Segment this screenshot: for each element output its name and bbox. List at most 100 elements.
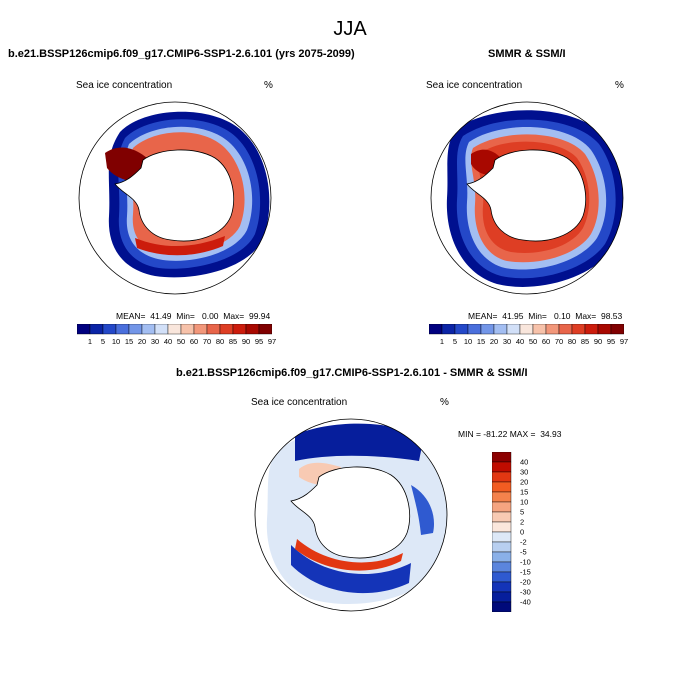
colorbar-tick-label: -10 (520, 557, 531, 567)
colorbar-tick-label: 97 (267, 337, 277, 346)
colorbar-tick-label: 80 (567, 337, 577, 346)
colorbar-tick-label: 50 (528, 337, 538, 346)
colorbar-swatch (545, 324, 560, 335)
season-title: JJA (333, 18, 367, 40)
colorbar-swatch (193, 324, 208, 335)
colorbar-tick-label: -20 (520, 577, 531, 587)
colorbar-tick-label: 40 (163, 337, 173, 346)
colorbar-tick-label: -5 (520, 547, 527, 557)
colorbar-tick-label: 30 (150, 337, 160, 346)
colorbar-tick-label: 20 (137, 337, 147, 346)
colorbar-tick-label: 30 (520, 467, 529, 477)
colorbar-swatch (492, 591, 512, 603)
colorbar-swatch (571, 324, 586, 335)
colorbar-swatch (519, 324, 534, 335)
colorbar-swatch (232, 324, 247, 335)
panel-2-units: % (615, 80, 624, 91)
panel-3-units: % (440, 397, 449, 408)
colorbar-tick-label: 85 (580, 337, 590, 346)
colorbar-tick-label: 5 (520, 507, 525, 517)
panel-1-map (78, 101, 272, 295)
colorbar-tick-label: 20 (489, 337, 499, 346)
colorbar-swatch (128, 324, 143, 335)
colorbar-tick-label: 15 (520, 487, 529, 497)
colorbar-tick-label: 50 (176, 337, 186, 346)
colorbar-tick-label: 5 (100, 337, 106, 346)
colorbar-swatch (258, 324, 272, 335)
colorbar-swatch (115, 324, 130, 335)
colorbar-swatch (492, 481, 512, 493)
colorbar-swatch (467, 324, 482, 335)
colorbar-swatch (492, 571, 512, 583)
colorbar-2-ticks: 1 5 10 15 20 30 40 50 60 70 80 85 90 95 97 (0, 337, 700, 349)
colorbar-swatch (492, 471, 512, 483)
colorbar-tick-label: 70 (554, 337, 564, 346)
colorbar-tick-label: 95 (606, 337, 616, 346)
colorbar-tick-label: -2 (520, 537, 527, 547)
colorbar-swatch (492, 551, 512, 563)
panel-2-stats: MEAN= 41.95 Min= 0.10 Max= 98.53 (468, 311, 623, 321)
colorbar-tick-label: 95 (254, 337, 264, 346)
colorbar-swatch (492, 452, 512, 463)
colorbar-tick-label: 70 (202, 337, 212, 346)
panel-1-stats: MEAN= 41.49 Min= 0.00 Max= 99.94 (116, 311, 271, 321)
colorbar-tick-label: 40 (515, 337, 525, 346)
colorbar-swatch (492, 561, 512, 573)
colorbar-swatch (492, 531, 512, 543)
colorbar-tick-label: 80 (215, 337, 225, 346)
colorbar-tick-label: 1 (87, 337, 93, 346)
panel-3-stats: MIN = -81.22 MAX = 34.93 (458, 429, 562, 439)
colorbar-swatch (492, 511, 512, 523)
colorbar-swatch (492, 491, 512, 503)
colorbar-tick-label: 15 (476, 337, 486, 346)
colorbar-swatch (206, 324, 221, 335)
colorbar-swatch (429, 324, 443, 335)
colorbar-tick-label: 90 (241, 337, 251, 346)
colorbar-tick-label: 85 (228, 337, 238, 346)
colorbar-swatch (154, 324, 169, 335)
colorbar-2 (429, 324, 624, 335)
colorbar-swatch (493, 324, 508, 335)
colorbar-swatch (492, 581, 512, 593)
colorbar-swatch (77, 324, 91, 335)
colorbar-swatch (532, 324, 547, 335)
colorbar-tick-label: -15 (520, 567, 531, 577)
colorbar-swatch (141, 324, 156, 335)
colorbar-swatch (558, 324, 573, 335)
colorbar-swatch (610, 324, 624, 335)
colorbar-swatch (454, 324, 469, 335)
colorbar-1-ticks: 1 5 10 15 20 30 40 50 60 70 80 85 90 95 97 (0, 337, 700, 349)
panel-2-map (430, 101, 624, 295)
colorbar-tick-label: 15 (124, 337, 134, 346)
colorbar-tick-label: 10 (111, 337, 121, 346)
colorbar-3 (492, 452, 512, 612)
colorbar-swatch (492, 501, 512, 513)
colorbar-swatch (245, 324, 260, 335)
colorbar-swatch (492, 541, 512, 553)
colorbar-swatch (506, 324, 521, 335)
colorbar-swatch (584, 324, 599, 335)
colorbar-tick-label: 30 (502, 337, 512, 346)
colorbar-swatch (441, 324, 456, 335)
colorbar-swatch (89, 324, 104, 335)
panel-3-title: b.e21.BSSP126cmip6.f09_g17.CMIP6-SSP1-2.… (176, 367, 528, 379)
colorbar-swatch (480, 324, 495, 335)
colorbar-tick-label: 10 (463, 337, 473, 346)
colorbar-tick-label: 0 (520, 527, 525, 537)
colorbar-tick-label: -30 (520, 587, 531, 597)
colorbar-swatch (492, 601, 512, 612)
colorbar-tick-label: 2 (520, 517, 525, 527)
colorbar-tick-label: 90 (593, 337, 603, 346)
panel-2-variable: Sea ice concentration (426, 80, 523, 91)
colorbar-tick-label: 5 (452, 337, 458, 346)
colorbar-tick-label: -40 (520, 597, 531, 607)
panel-1-title: b.e21.BSSP126cmip6.f09_g17.CMIP6-SSP1-2.… (8, 48, 355, 60)
colorbar-swatch (102, 324, 117, 335)
colorbar-1 (77, 324, 272, 335)
panel-3-variable: Sea ice concentration (251, 397, 348, 408)
colorbar-tick-label: 1 (439, 337, 445, 346)
colorbar-tick-label: 60 (189, 337, 199, 346)
panel-3-map (254, 418, 448, 612)
panel-1-units: % (264, 80, 273, 91)
colorbar-tick-label: 20 (520, 477, 529, 487)
